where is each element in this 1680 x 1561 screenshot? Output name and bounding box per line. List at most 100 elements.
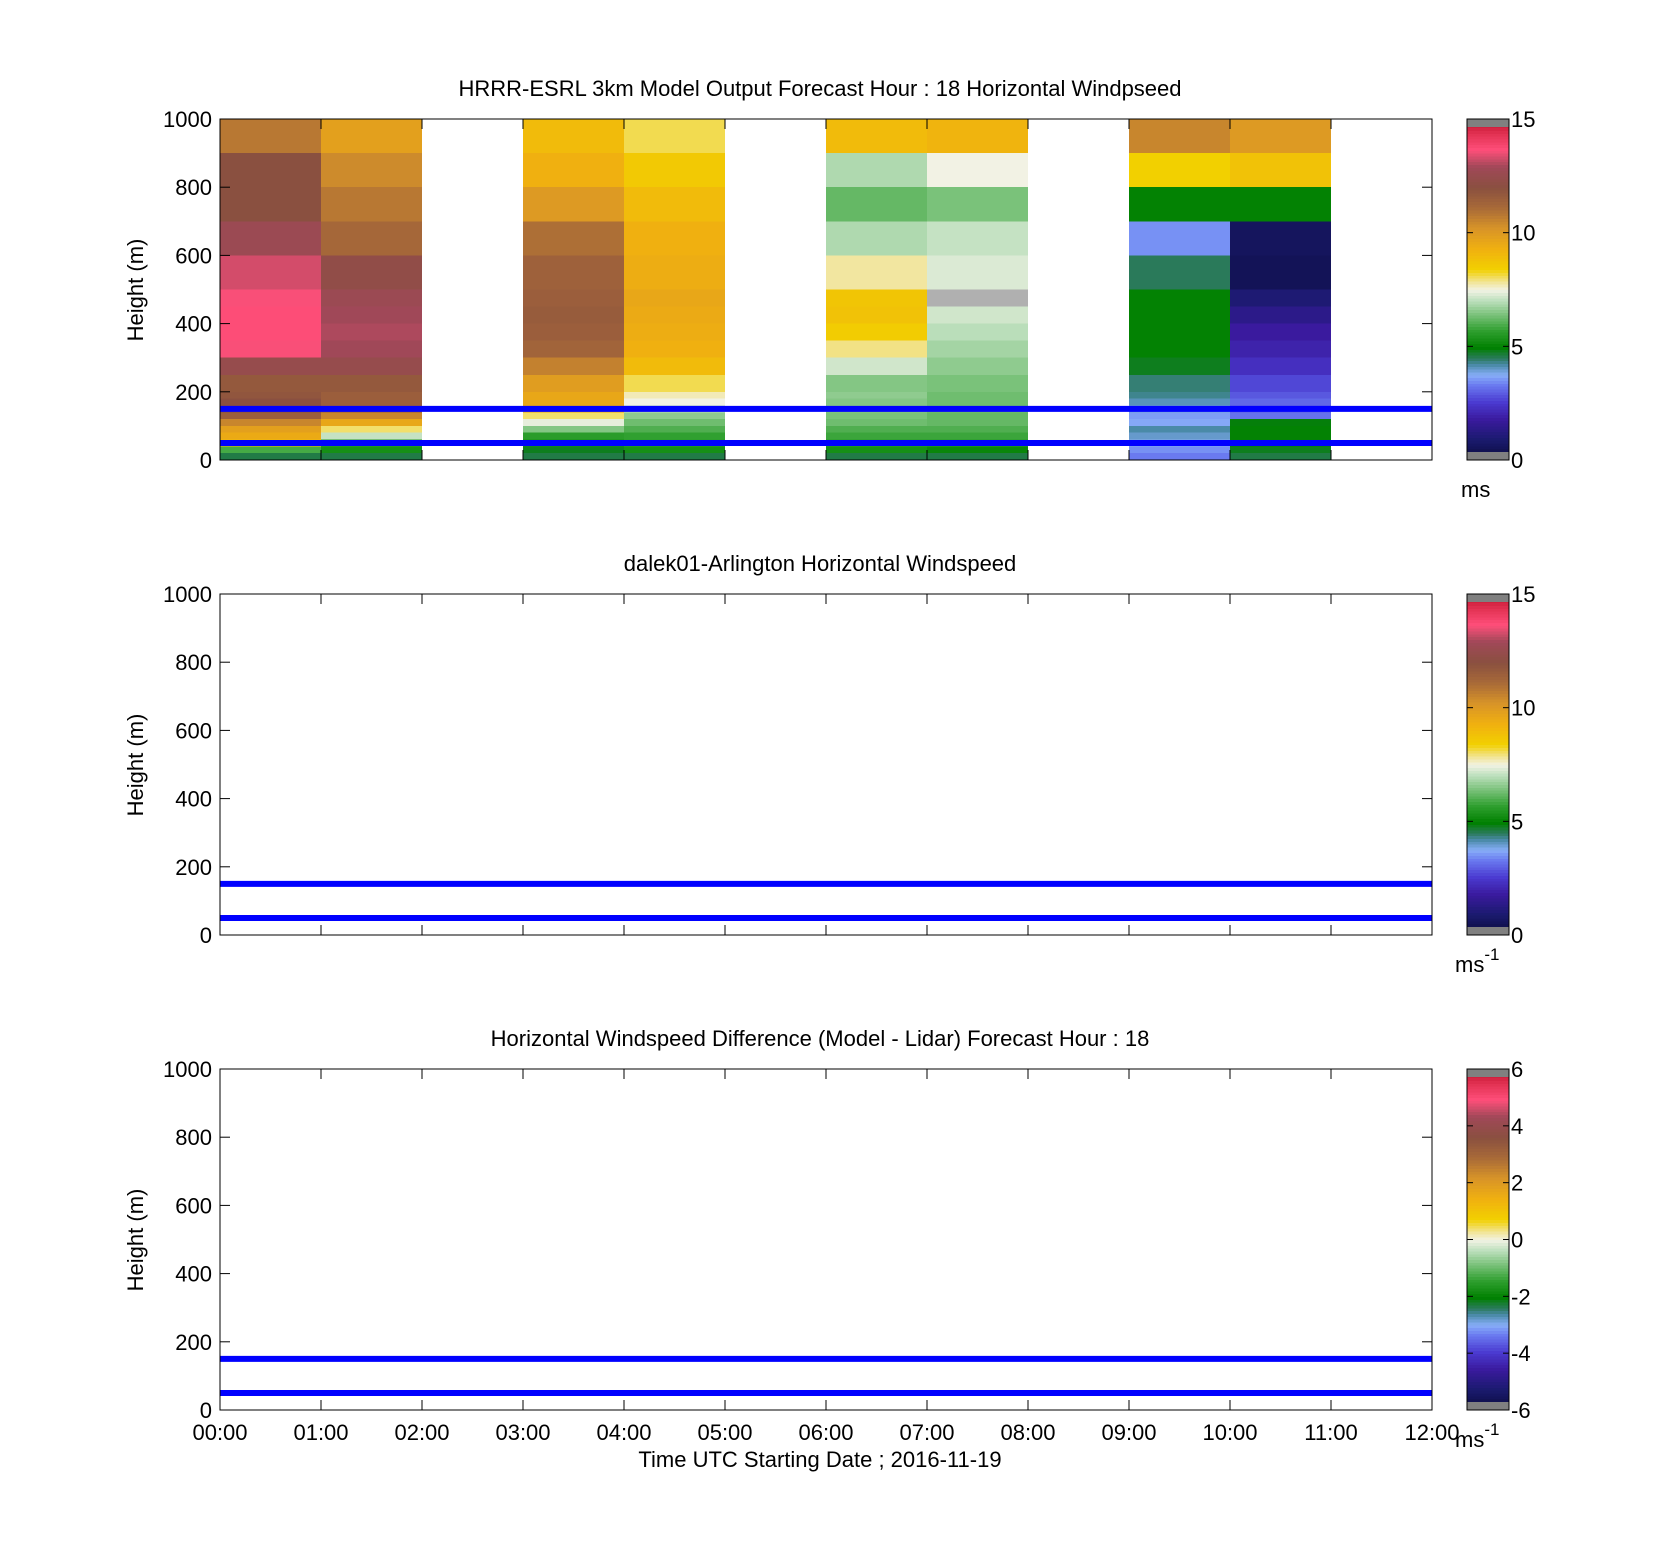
heatmap-cell bbox=[220, 446, 321, 454]
heatmap-cell bbox=[321, 412, 422, 420]
x-tick-label: 12:00 bbox=[1404, 1420, 1459, 1445]
colorbar-segment bbox=[1467, 343, 1509, 347]
heatmap-cell bbox=[1230, 153, 1331, 188]
colorbar-segment bbox=[1467, 377, 1509, 382]
colorbar-segment bbox=[1467, 829, 1509, 834]
colorbar-segment bbox=[1467, 170, 1509, 174]
heatmap-cell bbox=[220, 323, 321, 341]
x-tick-label: 02:00 bbox=[394, 1420, 449, 1445]
colorbar-segment bbox=[1467, 747, 1509, 751]
colorbar-segment bbox=[1467, 696, 1509, 700]
colorbar-segment bbox=[1467, 889, 1509, 893]
colorbar-segment bbox=[1467, 241, 1509, 245]
colorbar-segment bbox=[1467, 844, 1509, 848]
colorbar-segment bbox=[1467, 611, 1509, 615]
colorbar-segment bbox=[1467, 386, 1509, 390]
colorbar-segment bbox=[1467, 224, 1509, 228]
colorbar-segment bbox=[1467, 1216, 1509, 1221]
colorbar-segment bbox=[1467, 172, 1509, 177]
colorbar-segment bbox=[1467, 804, 1509, 808]
y-axis-label: Height (m) bbox=[123, 239, 148, 342]
colorbar-segment bbox=[1467, 1219, 1509, 1224]
colorbar-segment bbox=[1467, 326, 1509, 330]
panel-lidar-observation: dalek01-Arlington Horizontal Windspeed H… bbox=[123, 551, 1535, 977]
colorbar-segment bbox=[1467, 881, 1509, 885]
y-axis-label: Height (m) bbox=[123, 1189, 148, 1292]
heatmap-cell bbox=[927, 187, 1028, 222]
y-tick-label: 800 bbox=[175, 650, 212, 675]
colorbar-tick-label: 0 bbox=[1511, 448, 1523, 473]
colorbar-segment bbox=[1467, 1302, 1509, 1306]
y-tick-label: 1000 bbox=[163, 1057, 212, 1082]
colorbar-segment bbox=[1467, 204, 1509, 208]
colorbar-segment bbox=[1467, 704, 1509, 709]
colorbar-segment bbox=[1467, 255, 1509, 259]
heatmap-cell bbox=[1129, 391, 1230, 399]
y-tick-label: 400 bbox=[175, 312, 212, 337]
colorbar-segment bbox=[1467, 608, 1509, 612]
colorbar-segment bbox=[1467, 1157, 1509, 1161]
heatmap-cell bbox=[523, 419, 624, 426]
colorbar-segment bbox=[1467, 329, 1509, 333]
colorbar-segment bbox=[1467, 841, 1509, 845]
y-tick-label: 200 bbox=[175, 380, 212, 405]
colorbar-segment bbox=[1467, 192, 1509, 197]
heatmap-cell bbox=[1230, 357, 1331, 375]
heatmap-cell bbox=[927, 357, 1028, 375]
colorbar-segment bbox=[1467, 397, 1509, 401]
colorbar-segment bbox=[1467, 235, 1509, 239]
colorbar-unit: ms-1 bbox=[1455, 945, 1499, 977]
colorbar-segment bbox=[1467, 892, 1509, 896]
colorbar-segment bbox=[1467, 1162, 1509, 1167]
colorbar-segment bbox=[1467, 895, 1509, 899]
heatmap-cell bbox=[523, 153, 624, 188]
colorbar-segment bbox=[1467, 1120, 1509, 1124]
colorbar-segment bbox=[1467, 812, 1509, 817]
colorbar-segment bbox=[1467, 309, 1509, 313]
colorbar-segment bbox=[1467, 1134, 1509, 1138]
colorbar-segment bbox=[1467, 639, 1509, 643]
colorbar-segment bbox=[1467, 1358, 1509, 1363]
heatmap-cell bbox=[523, 425, 624, 433]
heatmap-cell bbox=[220, 119, 321, 154]
colorbar-segment bbox=[1467, 1145, 1509, 1150]
colorbar-segment bbox=[1467, 1361, 1509, 1366]
colorbar-segment bbox=[1467, 1250, 1509, 1255]
colorbar-segment bbox=[1467, 1390, 1509, 1394]
heatmap-cell bbox=[523, 306, 624, 324]
colorbar-segment bbox=[1467, 1194, 1509, 1198]
panel-model-output: HRRR-ESRL 3km Model Output Forecast Hour… bbox=[123, 76, 1535, 502]
colorbar-segment bbox=[1467, 1168, 1509, 1172]
heatmap-cell bbox=[220, 153, 321, 188]
colorbar-segment bbox=[1467, 1097, 1509, 1101]
colorbar-segment bbox=[1467, 283, 1509, 288]
colorbar-segment bbox=[1467, 289, 1509, 293]
colorbar-segment bbox=[1467, 272, 1509, 276]
colorbar-segment bbox=[1467, 917, 1509, 922]
heatmap-cell bbox=[321, 153, 422, 188]
heatmap-cell bbox=[826, 412, 927, 420]
colorbar-segment bbox=[1467, 1103, 1509, 1107]
colorbar-segment bbox=[1467, 878, 1509, 882]
heatmap-cell bbox=[826, 323, 927, 341]
heatmap-cell bbox=[826, 187, 927, 222]
colorbar-segment bbox=[1467, 770, 1509, 774]
colorbar-segment bbox=[1467, 184, 1509, 188]
colorbar-segment bbox=[1467, 821, 1509, 825]
colorbar-segment bbox=[1467, 875, 1509, 879]
colorbar-segment bbox=[1467, 226, 1509, 231]
x-tick-label: 08:00 bbox=[1000, 1420, 1055, 1445]
colorbar-segment bbox=[1467, 784, 1509, 788]
colorbar-segment bbox=[1467, 303, 1509, 308]
colorbar-segment bbox=[1467, 619, 1509, 624]
colorbar-segment bbox=[1467, 414, 1509, 418]
heatmap-cell bbox=[624, 306, 725, 324]
colorbar-segment bbox=[1467, 653, 1509, 658]
colorbar-segment bbox=[1467, 736, 1509, 740]
colorbar-segment bbox=[1467, 1381, 1509, 1386]
colorbar-segment bbox=[1467, 650, 1509, 655]
heatmap-cell bbox=[321, 306, 422, 324]
colorbar-segment bbox=[1467, 1307, 1509, 1312]
heatmap-cell bbox=[321, 187, 422, 222]
colorbar-segment bbox=[1467, 1159, 1509, 1164]
